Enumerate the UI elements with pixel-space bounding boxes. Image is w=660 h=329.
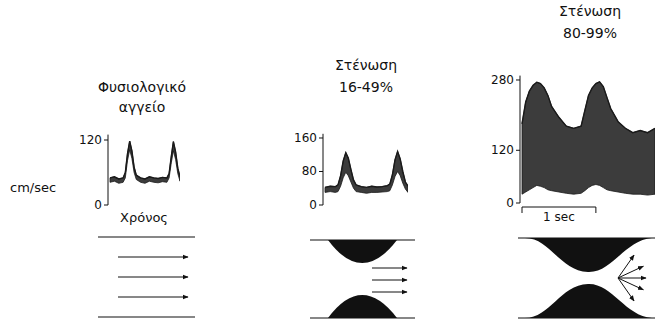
panel-title: Στένωση 80-99% [559,3,621,41]
plot-area [522,82,655,195]
y-axis [108,135,109,205]
y-tick [516,79,520,80]
y-axis-label: cm/sec [10,180,56,195]
plaque [525,284,652,318]
y-tick [516,203,520,204]
title-line: Φυσιολογικό [98,79,186,95]
x-axis-label: Χρόνος [120,210,168,225]
y-tick [319,137,323,138]
y-tick [319,171,323,172]
plaque [328,240,397,263]
spectrum-band [325,151,408,193]
vessel-diagram [98,237,195,317]
plot-area [110,141,180,183]
y-tick-label: 0 [94,198,102,212]
y-tick-label: 80 [302,164,317,178]
flow-arrow [372,280,407,281]
plot-area [325,151,408,193]
figure: Φυσιολογικό αγγείο 0 120 cm/sec Χρόνος Στένωση… [0,0,660,329]
y-axis [520,76,521,203]
y-tick-label: 0 [506,196,514,210]
vessel-wall [98,316,195,317]
scale-bar-label: 1 sec [543,210,575,224]
plaque [328,295,397,318]
flow-arrow [372,292,407,293]
flow-arrow [118,257,188,258]
spectrum-band [110,141,180,183]
y-tick-label: 160 [294,131,317,145]
y-tick-label: 0 [309,198,317,212]
spectrum-band [522,82,655,195]
title-line: αγγείο [119,99,166,115]
flow-arrow [118,277,188,278]
peak-velocity-line [110,141,180,179]
vessel-diagram [518,238,655,318]
y-tick-label: 280 [491,73,514,87]
flow-arrow [618,266,643,278]
vessel-diagram [310,240,415,318]
flow-arrow [618,278,646,279]
panel-title: Φυσιολογικό αγγείο [98,79,186,115]
title-line: Στένωση [559,3,621,19]
plaque [525,238,652,272]
panel-title: Στένωση 16-49% [335,57,397,95]
y-tick [104,205,108,206]
title-line: 16-49% [339,79,393,95]
flow-arrow [618,278,634,301]
y-axis [323,134,324,205]
y-tick-label: 120 [79,133,102,147]
title-line: Στένωση [335,57,397,73]
flow-arrow [372,268,407,269]
peak-velocity-line [522,82,655,133]
y-tick [104,140,108,141]
title-line: 80-99% [563,25,617,41]
y-tick [319,205,323,206]
y-tick [516,150,520,151]
vessel-wall [98,236,195,237]
flow-arrow [118,297,188,298]
peak-velocity-line [325,151,408,187]
y-tick-label: 120 [491,143,514,157]
jet-line [590,278,614,279]
